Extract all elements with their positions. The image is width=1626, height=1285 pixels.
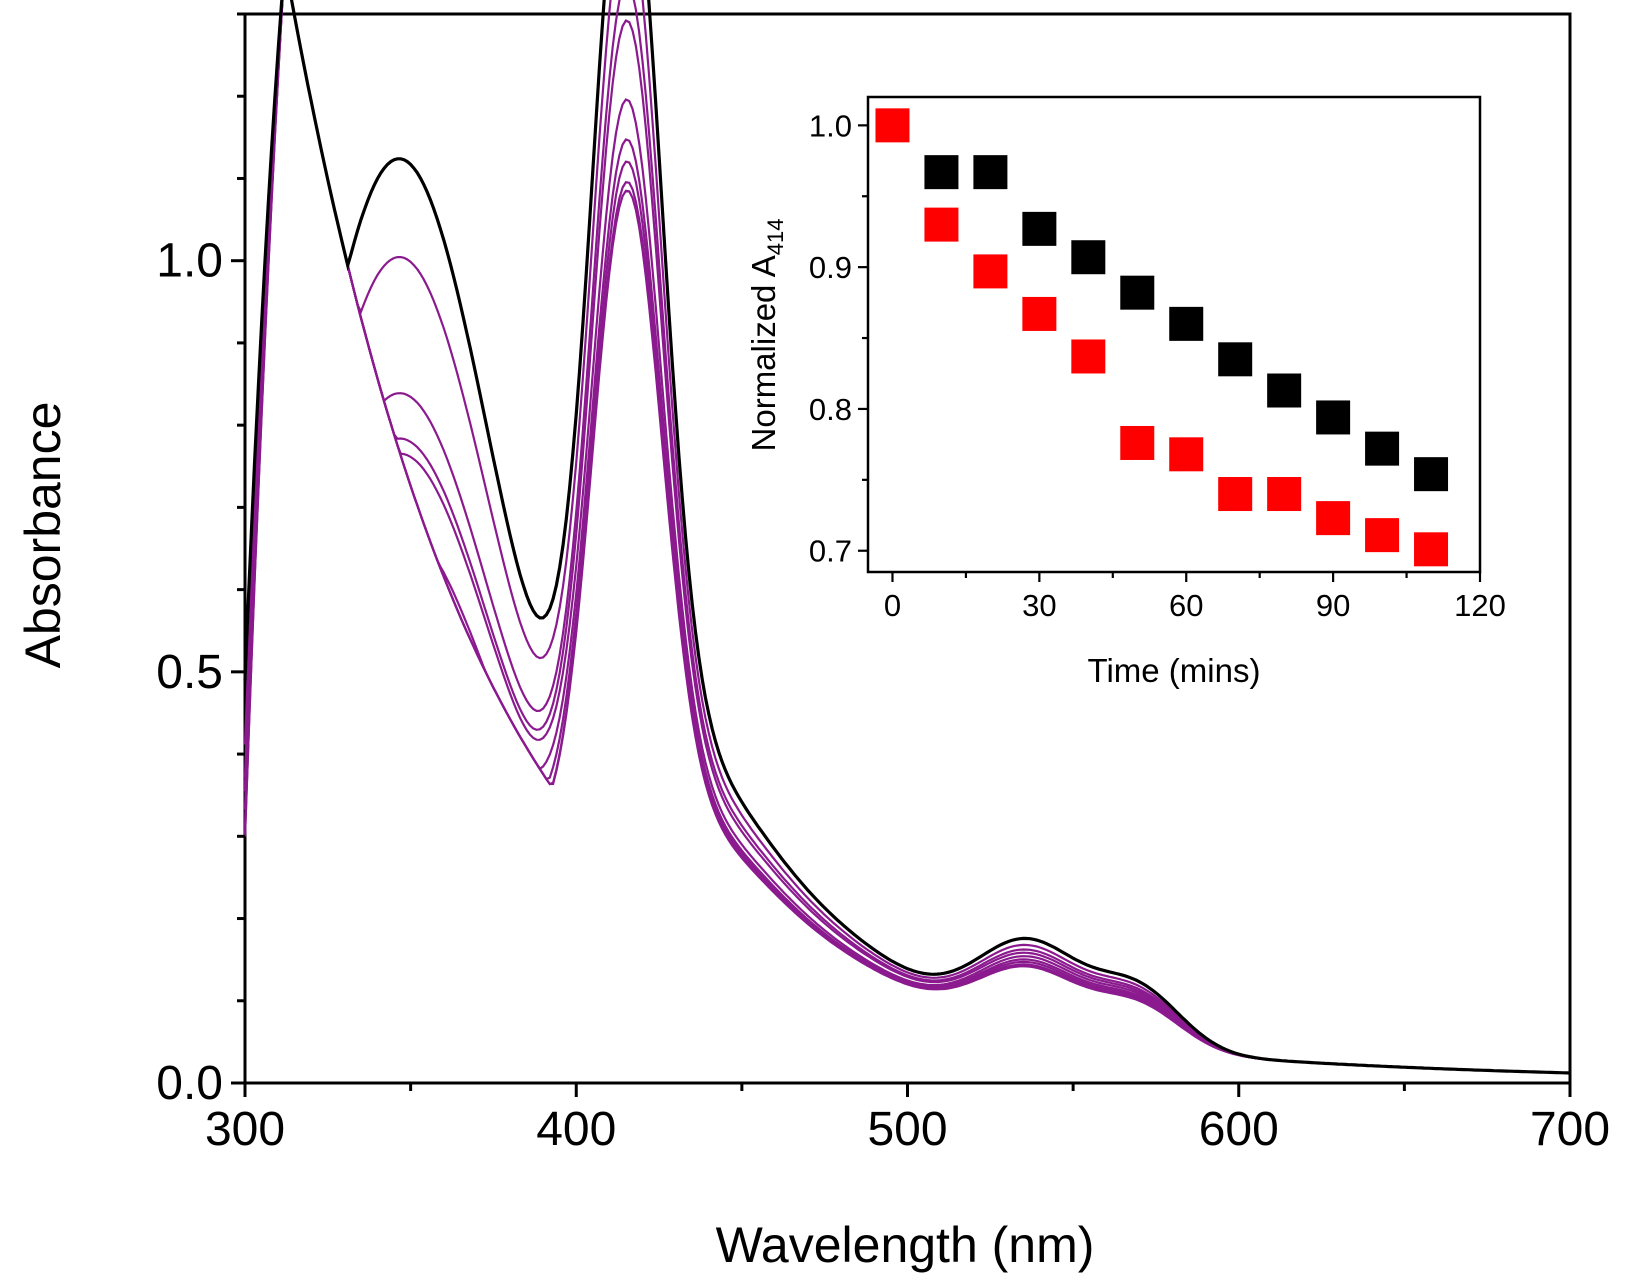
inset-point-black [973, 155, 1008, 190]
main-y-tick-label: 0.0 [156, 1057, 223, 1110]
inset-y-axis-title-main: Normalized A [745, 255, 782, 451]
inset-points-group [875, 108, 1449, 567]
inset-point-red [1365, 518, 1400, 553]
inset-y-axis-title: Normalized A414 [745, 219, 788, 452]
inset-plot-frame [866, 95, 1482, 574]
inset-point-red [924, 207, 959, 242]
main-y-tick-label: 1.0 [156, 235, 223, 288]
main-x-tick-label: 600 [1199, 1103, 1279, 1156]
main-x-tick-label: 300 [205, 1103, 285, 1156]
inset-x-tick-label: 0 [884, 588, 901, 623]
inset-point-black [924, 155, 959, 190]
main-x-tick-label: 500 [867, 1103, 947, 1156]
main-x-tick-label: 700 [1530, 1103, 1610, 1156]
inset-point-red [875, 108, 910, 143]
inset-point-black [1267, 373, 1302, 408]
inset-x-tick-label: 90 [1316, 588, 1350, 623]
spectrum-line-t0 [243, 0, 1571, 1075]
inset-point-black [1414, 457, 1449, 492]
main-x-axis-title: Wavelength (nm) [716, 1217, 1095, 1273]
inset-point-black [1120, 275, 1155, 310]
inset-point-red [1316, 501, 1351, 536]
inset-y-tick-label: 0.9 [809, 250, 852, 285]
inset-point-black [1365, 431, 1400, 466]
inset-axes-group: 0 30 60 90 120 0.7 0.8 0.9 1.0 [809, 108, 1506, 623]
main-x-tick-label: 400 [536, 1103, 616, 1156]
inset-point-red [973, 254, 1008, 289]
inset-y-axis-title-subscript: 414 [763, 219, 788, 256]
inset-x-tick-label: 30 [1022, 588, 1056, 623]
main-y-tick-label: 0.5 [156, 646, 223, 699]
inset-point-black [1071, 240, 1106, 275]
inset-point-black [1022, 211, 1057, 246]
main-series-group [243, 0, 1571, 1075]
inset-y-tick-label: 0.7 [809, 534, 852, 569]
inset-point-black [1169, 306, 1204, 341]
inset-point-red [1414, 532, 1449, 567]
inset-y-tick-label: 0.8 [809, 392, 852, 427]
inset-x-axis-title: Time (mins) [1088, 652, 1261, 689]
inset-point-red [1120, 425, 1155, 460]
inset-point-black [1218, 342, 1253, 377]
inset-point-red [1267, 477, 1302, 512]
inset-point-red [1169, 437, 1204, 472]
inset-x-tick-label: 60 [1169, 588, 1203, 623]
inset-point-black [1316, 400, 1351, 435]
inset-point-red [1218, 477, 1253, 512]
main-y-axis-title: Absorbance [15, 402, 71, 669]
inset-point-red [1071, 339, 1106, 374]
inset-point-red [1022, 296, 1057, 331]
inset-y-tick-label: 1.0 [809, 108, 852, 143]
inset-x-tick-label: 120 [1454, 588, 1506, 623]
